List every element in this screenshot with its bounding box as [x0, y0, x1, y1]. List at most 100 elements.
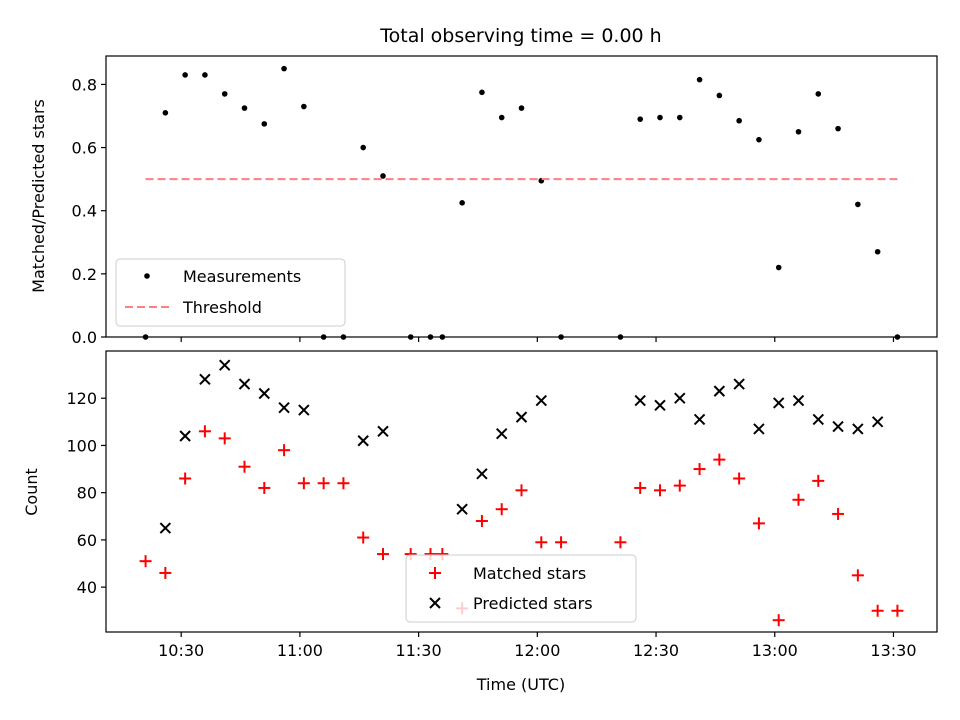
matched-stars-point: [297, 477, 310, 490]
measurement-point: [657, 114, 663, 121]
top-legend-box: [115, 258, 346, 327]
predicted-stars-point: [515, 411, 528, 423]
predicted-stars-point: [634, 394, 646, 407]
x-tick-label: 10:30: [158, 641, 204, 660]
predicted-stars-point: [773, 397, 785, 409]
matched-stars-point: [258, 481, 271, 494]
measurement-point: [202, 72, 208, 78]
predicted-stars-point: [852, 423, 864, 435]
measurement-point: [835, 125, 841, 132]
bottom-plot-marks: [139, 359, 904, 627]
predicted-stars-point: [693, 413, 706, 426]
measurement-point: [479, 89, 485, 96]
matched-stars-point: [752, 517, 765, 530]
matched-stars-point: [693, 463, 706, 476]
measurement-point: [716, 92, 723, 99]
matched-stars-point: [139, 555, 152, 568]
legend-predicted-marker: [429, 597, 441, 609]
matched-stars-point: [238, 460, 251, 473]
matched-stars-point: [535, 536, 548, 549]
matched-stars-point: [198, 425, 211, 438]
predicted-stars-point: [871, 416, 884, 428]
top-y-tick-label: 0.4: [72, 202, 97, 221]
matched-stars-point: [851, 569, 864, 582]
measurement-point: [459, 200, 465, 206]
bottom-y-axis-label: Count: [22, 468, 41, 516]
predicted-stars-point: [535, 394, 547, 407]
matched-stars-point: [495, 503, 508, 516]
legend-measurements-label: Measurements: [183, 267, 301, 286]
measurement-point: [162, 110, 169, 116]
matched-stars-point: [159, 566, 172, 579]
top-y-axis-label: Matched/Predicted stars: [29, 99, 48, 293]
top-x-ticks: [180, 337, 895, 342]
top-y-tick-label: 0.0: [72, 328, 97, 347]
bottom-y-tick-label: 100: [66, 436, 97, 455]
measurement-point: [261, 121, 268, 127]
legend-predicted-label: Predicted stars: [473, 594, 593, 613]
measurement-point: [736, 117, 742, 124]
matched-stars-point: [337, 477, 350, 490]
matched-stars-point: [179, 472, 192, 485]
x-axis-label: Time (UTC): [476, 675, 565, 694]
measurement-point: [360, 144, 367, 151]
legend-measurements-marker: [144, 273, 150, 279]
matched-stars-point: [515, 484, 528, 497]
measurement-point: [874, 248, 881, 255]
legend-threshold-label: Threshold: [182, 298, 262, 317]
predicted-stars-point: [377, 425, 389, 437]
predicted-stars-point: [278, 401, 290, 414]
predicted-stars-point: [199, 373, 211, 386]
measurement-point: [855, 201, 861, 208]
x-tick-label: 11:30: [396, 641, 442, 660]
predicted-stars-point: [456, 503, 468, 515]
predicted-stars-point: [357, 435, 369, 447]
x-tick-label: 13:00: [752, 641, 798, 660]
predicted-stars-point: [159, 522, 172, 534]
matched-stars-point: [218, 432, 231, 445]
bottom-x-ticks: 10:30 11:00 11:30 12:00 12:30 13:00 13:30: [158, 632, 917, 660]
matched-stars-point: [377, 548, 389, 561]
matched-stars-point: [475, 515, 488, 528]
measurement-point: [301, 103, 307, 110]
bottom-y-tick-label: 60: [77, 531, 97, 550]
measurement-point: [756, 136, 762, 143]
matched-stars-point: [673, 479, 686, 492]
matched-stars-point: [654, 484, 666, 497]
predicted-stars-point: [792, 394, 805, 407]
bottom-legend-box: [405, 554, 637, 623]
top-y-ticks: 0.0 0.2 0.4 0.6 0.8: [72, 75, 106, 347]
x-tick-label: 11:00: [277, 641, 323, 660]
measurement-point: [637, 116, 644, 122]
matched-stars-point: [555, 536, 568, 549]
top-y-tick-label: 0.8: [72, 75, 97, 94]
matched-stars-point: [891, 604, 904, 617]
legend-matched-marker: [429, 567, 441, 579]
predicted-stars-point: [753, 423, 765, 435]
bottom-y-tick-label: 80: [77, 484, 97, 503]
bottom-y-tick-label: 120: [66, 389, 97, 408]
matched-stars-point: [812, 474, 825, 487]
legend-matched-label: Matched stars: [473, 564, 586, 583]
predicted-stars-point: [713, 385, 726, 397]
top-y-tick-label: 0.2: [72, 265, 97, 284]
measurement-point: [221, 91, 228, 97]
predicted-stars-point: [832, 420, 844, 433]
measurement-point: [281, 65, 287, 72]
matched-stars-point: [713, 453, 726, 466]
top-legend: Measurements Threshold: [115, 258, 346, 327]
matched-stars-point: [733, 472, 746, 485]
measurement-point: [518, 105, 525, 111]
matched-stars-point: [871, 604, 884, 617]
predicted-stars-point: [496, 427, 508, 440]
measurement-point: [182, 72, 188, 78]
x-tick-label: 12:00: [514, 641, 560, 660]
x-tick-label: 13:30: [870, 641, 916, 660]
top-plot-marks: [142, 65, 901, 340]
predicted-stars-point: [812, 413, 824, 426]
measurement-point: [815, 91, 822, 97]
predicted-stars-point: [733, 378, 745, 390]
measurement-point: [775, 264, 782, 271]
predicted-stars-point: [238, 378, 251, 390]
